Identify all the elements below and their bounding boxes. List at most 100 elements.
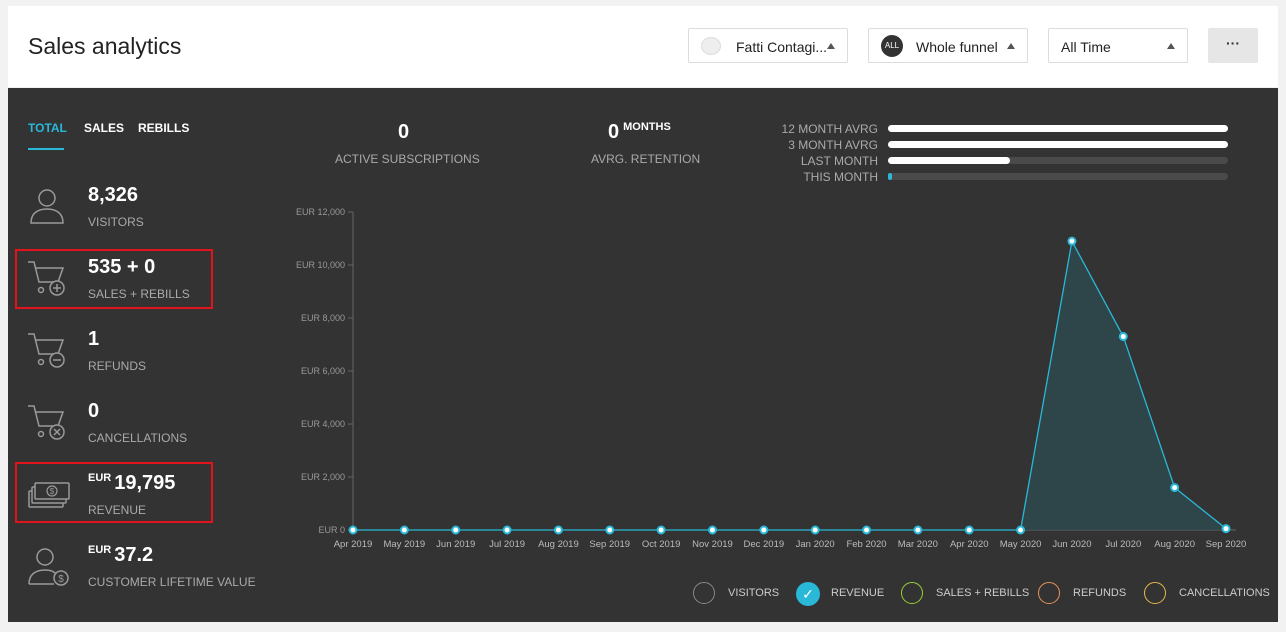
x-tick-label: Jun 2020	[1052, 539, 1091, 550]
clv-currency: EUR	[88, 544, 112, 557]
x-tick-label: May 2020	[1000, 539, 1042, 550]
tab-sales[interactable]: SALES	[84, 121, 125, 135]
project-dropdown-label: Fatti Contagi...	[736, 39, 828, 55]
x-tick-label: Jun 2019	[436, 539, 475, 550]
y-tick-label: EUR 4,000	[301, 419, 345, 429]
legend-revenue-toggle[interactable]: ✓	[796, 582, 820, 606]
clv-amount: 37.2	[114, 544, 154, 566]
y-tick-label: EUR 0	[318, 525, 345, 535]
checkmark-icon: ✓	[802, 586, 814, 602]
avg-12-month-label: 12 MONTH AVRG	[781, 122, 878, 136]
retention-label: AVRG. RETENTION	[591, 152, 701, 166]
x-axis: Apr 2019 May 2019 Jun 2019 Jul 2019 Aug 2019…	[334, 529, 1247, 550]
revenue-point	[707, 525, 717, 535]
legend-revenue-label: REVENUE	[831, 587, 885, 599]
x-tick-label: Oct 2019	[642, 539, 681, 550]
y-tick-label: EUR 12,000	[296, 207, 345, 217]
funnel-badge: ALL	[881, 35, 903, 57]
x-tick-label: May 2019	[383, 539, 425, 550]
funnel-dropdown-label: Whole funnel	[916, 39, 998, 55]
revenue-point	[1170, 483, 1180, 493]
legend-refunds-toggle[interactable]	[1038, 582, 1060, 604]
revenue-point	[759, 525, 769, 535]
x-tick-label: Sep 2020	[1206, 539, 1247, 550]
revenue-point	[656, 525, 666, 535]
money-icon: $	[28, 482, 70, 508]
avg-3-month-track	[888, 141, 1228, 148]
revenue-point	[399, 525, 409, 535]
active-subscriptions-value: 0	[398, 121, 410, 143]
revenue-point	[348, 525, 358, 535]
legend-visitors-label: VISITORS	[728, 587, 780, 599]
clv-value: EUR 37.2	[88, 544, 153, 567]
avg-last-month-bar	[888, 157, 1011, 164]
x-tick-label: Nov 2019	[692, 539, 733, 550]
x-tick-label: Aug 2019	[538, 539, 579, 550]
svg-text:$: $	[50, 487, 55, 496]
x-tick-label: Jul 2019	[489, 539, 525, 550]
revenue-point	[502, 525, 512, 535]
visitors-value: 8,326	[88, 184, 139, 206]
revenue-currency: EUR	[88, 472, 112, 485]
plot-area	[348, 236, 1231, 535]
cancellations-label: CANCELLATIONS	[88, 431, 188, 445]
avg-12-month-track	[888, 125, 1228, 132]
project-dropdown[interactable]: Fatti Contagi...	[688, 28, 848, 63]
legend-visitors-toggle[interactable]	[693, 582, 715, 604]
refunds-value: 1	[88, 328, 100, 350]
x-tick-label: Apr 2020	[950, 539, 989, 550]
revenue-chart: EUR 0 EUR 2,000 EUR 4,000 EUR 6,000 EUR 8,00…	[296, 207, 1247, 550]
sales-highlight-box	[15, 249, 213, 309]
revenue-label: REVENUE	[88, 503, 147, 517]
funnel-dropdown[interactable]: ALL Whole funnel	[868, 28, 1028, 63]
visitors-label: VISITORS	[88, 215, 144, 229]
retention-number: 0	[608, 121, 620, 143]
x-tick-label: Dec 2019	[743, 539, 784, 550]
time-range-dropdown[interactable]: All Time	[1048, 28, 1188, 63]
legend-sales-label: SALES + REBILLS	[936, 587, 1030, 599]
revenue-area	[353, 241, 1226, 530]
more-options-button[interactable]: ···	[1208, 28, 1258, 63]
avg-last-month-label: LAST MONTH	[800, 154, 878, 168]
svg-text:$: $	[58, 574, 64, 585]
revenue-point	[913, 525, 923, 535]
retention-unit: MONTHS	[623, 121, 671, 134]
cart-minus-icon	[28, 333, 65, 368]
y-axis: EUR 0 EUR 2,000 EUR 4,000 EUR 6,000 EUR 8,00…	[296, 207, 354, 535]
sales-value: 535 + 0	[88, 256, 156, 278]
revenue-point	[451, 525, 461, 535]
cancellations-value: 0	[88, 400, 100, 422]
y-tick-label: EUR 10,000	[296, 260, 345, 270]
revenue-line	[353, 239, 1227, 531]
active-tab-indicator	[28, 148, 64, 150]
x-tick-label: Apr 2019	[334, 539, 373, 550]
refunds-label: REFUNDS	[88, 359, 147, 373]
avg-this-month-track	[888, 173, 1228, 180]
revenue-point	[1118, 332, 1128, 342]
revenue-point	[553, 525, 563, 535]
analytics-panel: TOTAL SALES REBILLS 8,326 VISITORS 535 +…	[8, 88, 1278, 622]
revenue-point	[1221, 524, 1231, 534]
y-tick-label: EUR 8,000	[301, 313, 345, 323]
cart-x-icon	[28, 405, 65, 440]
x-tick-label: Sep 2019	[589, 539, 630, 550]
avg-12-month-bar	[888, 125, 1228, 132]
page-title: Sales analytics	[28, 33, 182, 59]
legend-sales-toggle[interactable]	[901, 582, 923, 604]
retention-value: 0 MONTHS	[608, 121, 671, 144]
revenue-amount: 19,795	[114, 472, 176, 494]
revenue-point	[810, 525, 820, 535]
caret-icon	[827, 43, 835, 49]
tab-total[interactable]: TOTAL	[28, 121, 67, 135]
y-tick-label: EUR 6,000	[301, 366, 345, 376]
legend-refunds-label: REFUNDS	[1073, 587, 1127, 599]
legend-cancellations-toggle[interactable]	[1144, 582, 1166, 604]
avg-last-month-track	[888, 157, 1228, 164]
avg-this-month-bar	[888, 173, 892, 180]
x-tick-label: Feb 2020	[846, 539, 886, 550]
tab-rebills[interactable]: REBILLS	[138, 121, 190, 135]
header-bar: Sales analytics Fatti Contagi... ALL Who…	[8, 6, 1278, 87]
revenue-value: EUR 19,795	[88, 472, 175, 495]
time-range-label: All Time	[1061, 39, 1111, 55]
project-thumbnail-icon	[701, 37, 721, 55]
